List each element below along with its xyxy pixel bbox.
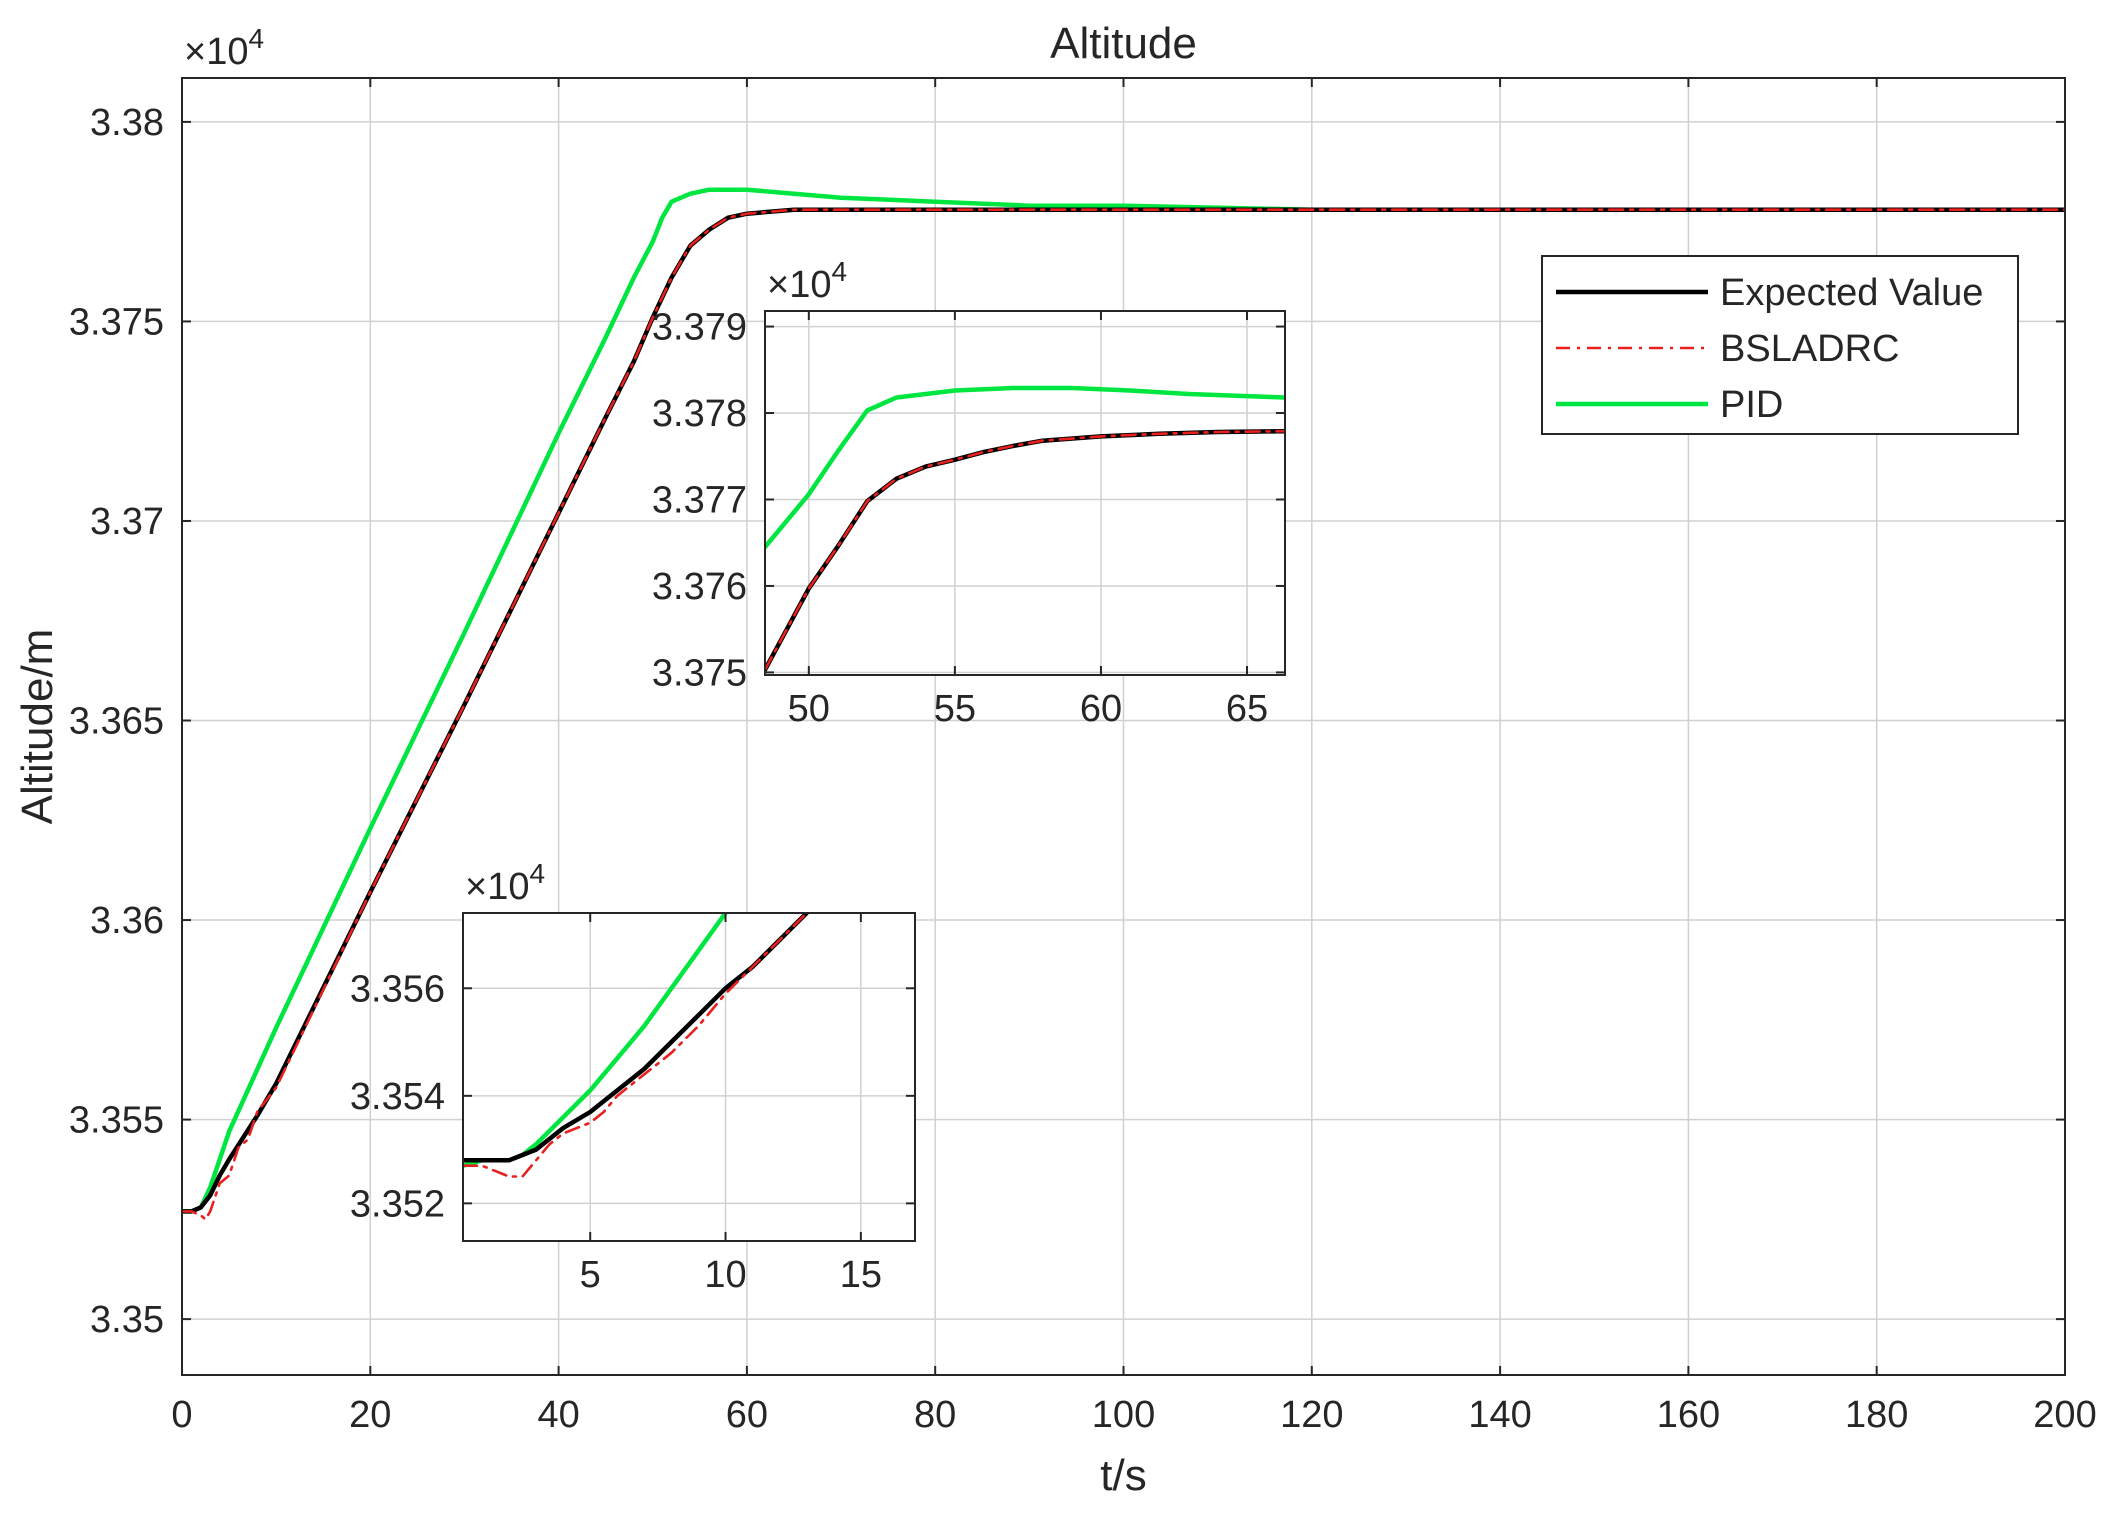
inset-bottom-series-line-bsladrc xyxy=(463,913,808,1178)
inset-bottom-x-tick-label: 10 xyxy=(704,1254,746,1296)
inset-top-series-line-pid xyxy=(765,385,1285,550)
main-y-tick-label: 3.365 xyxy=(69,701,164,743)
inset-top-series-group xyxy=(765,385,1285,673)
inset-top-exponent-power: 4 xyxy=(831,256,847,287)
main-series-group xyxy=(182,187,2065,1221)
main-x-tick-label: 200 xyxy=(2033,1394,2096,1436)
main-x-tick-label: 100 xyxy=(1092,1394,1155,1436)
main-x-tick-label: 180 xyxy=(1845,1394,1908,1436)
main-x-tick-label: 140 xyxy=(1468,1394,1531,1436)
inset-top-x-tick-label: 50 xyxy=(788,688,830,730)
main-x-tick-label: 120 xyxy=(1280,1394,1343,1436)
inset-bottom-y-tick-label: 3.352 xyxy=(350,1183,445,1225)
main-series-line-pid xyxy=(182,187,2065,1214)
inset-bottom-series-group xyxy=(463,913,809,1178)
main-y-tick-label: 3.37 xyxy=(90,501,164,543)
inset-top-exponent-prefix: ×10 xyxy=(767,264,831,306)
inset-top-plot-area xyxy=(765,311,1285,675)
main-y-tick-label: 3.36 xyxy=(90,900,164,942)
main-exponent-label: ×104 xyxy=(184,23,264,73)
inset-top-y-tick-label: 3.376 xyxy=(652,566,747,608)
inset-top-y-tick-label: 3.375 xyxy=(652,652,747,694)
inset-top-series-line-bsladrc xyxy=(765,429,1285,672)
inset-bottom-y-tick-label: 3.356 xyxy=(350,968,445,1010)
main-y-tick-label: 3.375 xyxy=(69,301,164,343)
main-exponent-power: 4 xyxy=(248,23,264,54)
inset-bottom-exponent-label: ×104 xyxy=(465,858,545,908)
legend-label-expected-value: Expected Value xyxy=(1720,272,1983,314)
main-exponent-prefix: ×10 xyxy=(184,31,248,73)
main-x-tick-label: 20 xyxy=(349,1394,391,1436)
chart-title: Altitude xyxy=(1050,19,1197,68)
inset-plot-top: 50 55 60 65 3.375 3.376 3.377 3.378 3.379 ×104 xyxy=(652,256,1286,730)
y-axis-label: Altitude/m xyxy=(13,629,62,825)
inset-top-x-tick-label: 55 xyxy=(934,688,976,730)
inset-top-y-tick-label: 3.378 xyxy=(652,393,747,435)
main-x-tick-label: 60 xyxy=(726,1394,768,1436)
inset-top-x-tick-label: 65 xyxy=(1226,688,1268,730)
main-x-tick-label: 80 xyxy=(914,1394,956,1436)
legend-label-bsladrc: BSLADRC xyxy=(1720,328,1900,370)
legend: Expected Value BSLADRC PID xyxy=(1541,255,2019,435)
legend-label-pid: PID xyxy=(1720,384,1783,426)
main-y-tick-label: 3.355 xyxy=(69,1100,164,1142)
inset-bottom-axes-box xyxy=(462,912,916,1242)
main-plot: 0 20 40 60 80 100 120 140 160 180 200 3.35 3.355 3.36… xyxy=(13,19,2097,1500)
inset-top-y-tick-label: 3.379 xyxy=(652,307,747,349)
x-axis-label: t/s xyxy=(1100,1451,1146,1500)
inset-bottom-x-tick-label: 15 xyxy=(840,1254,882,1296)
main-x-tick-label: 0 xyxy=(171,1394,192,1436)
main-y-tick-label: 3.35 xyxy=(90,1299,164,1341)
main-series-line-bsladrc xyxy=(182,208,2065,1221)
inset-top-axes-box xyxy=(764,310,1286,676)
main-x-tick-label: 40 xyxy=(537,1394,579,1436)
inset-top-y-tick-label: 3.377 xyxy=(652,479,747,521)
main-y-tick-label: 3.38 xyxy=(90,102,164,144)
inset-bottom-x-tick-label: 5 xyxy=(580,1254,601,1296)
main-x-tick-label: 160 xyxy=(1657,1394,1720,1436)
inset-bottom-exponent-prefix: ×10 xyxy=(465,866,529,908)
inset-plot-bottom: 5 10 15 3.352 3.354 3.356 ×104 xyxy=(350,858,916,1296)
inset-top-exponent-label: ×104 xyxy=(767,256,847,306)
inset-bottom-y-tick-label: 3.354 xyxy=(350,1076,445,1118)
inset-bottom-exponent-power: 4 xyxy=(529,858,545,889)
inset-top-x-tick-label: 60 xyxy=(1080,688,1122,730)
